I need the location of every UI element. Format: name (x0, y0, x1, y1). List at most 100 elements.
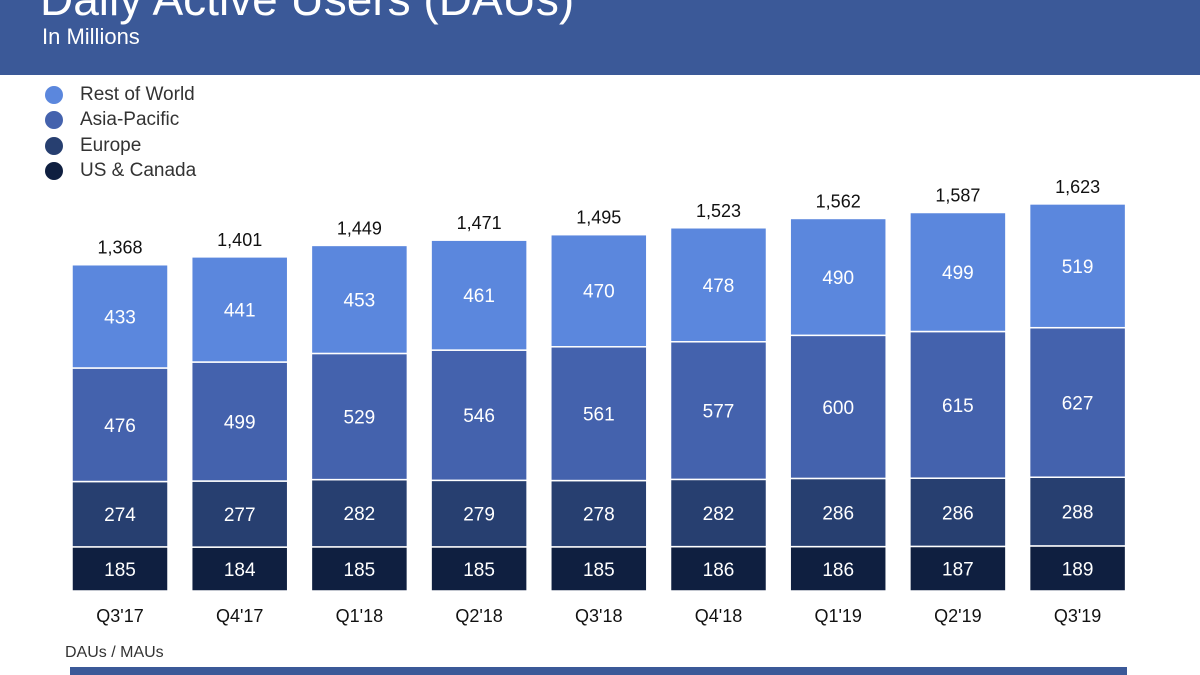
data-label-us-canada-q1-18: 185 (344, 560, 376, 581)
data-label-us-canada-q2-19: 187 (942, 560, 974, 581)
data-label-us-canada-q2-18: 185 (463, 560, 495, 581)
bar-segment-us-canada-q1-18 (310, 546, 409, 592)
total-label-q3-18: 1,495 (576, 208, 621, 228)
chart-legend: Rest of World Asia-Pacific Europe US & C… (45, 82, 196, 184)
bar-segment-europe-q1-19 (789, 477, 887, 548)
data-label-us-canada-q3-19: 189 (1062, 559, 1094, 580)
bar-segment-rest-of-world-q1-18 (310, 244, 409, 355)
data-label-rest-of-world-q1-18: 453 (344, 290, 376, 311)
legend-label-rest-of-world: Rest of World (80, 83, 195, 105)
bar-segment-europe-q2-18 (430, 479, 528, 548)
data-label-us-canada-q3-18: 185 (583, 560, 615, 581)
bar-segment-europe-q4-18 (669, 478, 768, 548)
stacked-bar-chart: 185 274 476 433 1,368 Q3'17 184 277 499 441 1,401 Q… (71, 177, 1127, 626)
bar-segment-us-canada-q4-18 (669, 545, 768, 592)
bar-segment-rest-of-world-q2-19 (909, 211, 1007, 333)
data-label-europe-q3-17: 274 (104, 505, 136, 526)
data-label-us-canada-q4-18: 186 (703, 560, 735, 581)
data-label-asia-pacific-q3-19: 627 (1062, 393, 1094, 414)
legend-label-us-canada: US & Canada (80, 160, 197, 182)
legend-swatch-rest-of-world (45, 85, 63, 104)
legend-swatch-asia-pacific (45, 111, 63, 130)
x-tick-label-q3-17: Q3'17 (96, 606, 143, 626)
data-label-rest-of-world-q3-19: 519 (1062, 257, 1094, 278)
data-label-asia-pacific-q4-17: 499 (224, 413, 256, 434)
data-label-europe-q3-18: 278 (583, 505, 615, 526)
bar-segment-rest-of-world-q3-17 (71, 263, 169, 369)
x-tick-label-q2-19: Q2'19 (934, 606, 981, 626)
legend-swatch-us-canada (45, 162, 63, 181)
bar-segment-us-canada-q3-18 (550, 546, 648, 592)
bar-segment-asia-pacific-q4-17 (190, 361, 289, 482)
data-label-rest-of-world-q2-18: 461 (463, 286, 495, 307)
legend-item-us-canada: US & Canada (45, 159, 196, 185)
data-label-us-canada-q3-17: 185 (104, 560, 136, 581)
data-label-europe-q2-19: 286 (942, 503, 974, 524)
page-title: Daily Active Users (DAUs) (40, 0, 574, 22)
bar-segment-europe-q3-18 (550, 479, 648, 548)
data-label-asia-pacific-q1-18: 529 (344, 408, 376, 429)
total-label-q4-17: 1,401 (217, 230, 262, 250)
bar-segment-rest-of-world-q4-17 (190, 256, 289, 363)
data-label-asia-pacific-q3-17: 476 (104, 416, 136, 437)
bar-segment-asia-pacific-q2-19 (909, 330, 1007, 479)
x-tick-label-q2-18: Q2'18 (455, 606, 502, 626)
data-label-europe-q4-18: 282 (703, 504, 735, 525)
bar-segment-asia-pacific-q3-18 (550, 346, 648, 482)
x-tick-label-q4-17: Q4'17 (216, 606, 263, 626)
data-label-asia-pacific-q3-18: 561 (583, 405, 615, 426)
bar-segment-europe-q1-18 (310, 478, 409, 548)
bar-segment-us-canada-q2-18 (430, 546, 528, 592)
bar-segment-rest-of-world-q3-18 (550, 233, 648, 348)
x-tick-label-q3-18: Q3'18 (575, 606, 622, 626)
x-tick-label-q1-19: Q1'19 (814, 606, 861, 626)
data-label-asia-pacific-q4-18: 577 (703, 402, 735, 423)
legend-label-asia-pacific: Asia-Pacific (80, 109, 180, 131)
data-label-europe-q3-19: 288 (1062, 503, 1094, 524)
data-label-asia-pacific-q2-19: 615 (942, 396, 974, 417)
bar-segment-europe-q2-19 (909, 477, 1007, 548)
bar-segment-asia-pacific-q3-17 (71, 367, 169, 483)
legend-item-rest-of-world: Rest of World (45, 82, 196, 108)
bar-segment-asia-pacific-q4-18 (669, 341, 768, 481)
legend-item-europe: Europe (45, 133, 196, 159)
bar-segment-us-canada-q2-19 (909, 545, 1007, 592)
bar-segment-us-canada-q1-19 (789, 545, 887, 592)
data-label-europe-q4-17: 277 (224, 505, 256, 526)
data-label-europe-q2-18: 279 (463, 505, 495, 526)
page-subtitle: In Millions (42, 24, 140, 49)
legend-item-asia-pacific: Asia-Pacific (45, 108, 196, 134)
x-tick-label-q3-19: Q3'19 (1054, 606, 1101, 626)
data-label-rest-of-world-q2-19: 499 (942, 263, 974, 284)
total-label-q1-18: 1,449 (337, 218, 382, 238)
bar-segment-us-canada-q3-19 (1028, 545, 1127, 592)
bar-segment-rest-of-world-q3-19 (1028, 203, 1127, 329)
total-label-q2-19: 1,587 (935, 186, 980, 206)
bar-segment-asia-pacific-q1-18 (310, 352, 409, 481)
total-label-q4-18: 1,523 (696, 201, 741, 221)
header-banner: Daily Active Users (DAUs) In Millions (0, 0, 1200, 75)
data-label-us-canada-q4-17: 184 (224, 560, 256, 581)
data-label-rest-of-world-q3-18: 470 (583, 282, 615, 303)
bar-segment-rest-of-world-q2-18 (430, 239, 528, 351)
data-label-europe-q1-19: 286 (822, 504, 854, 525)
total-label-q3-19: 1,623 (1055, 177, 1100, 197)
data-label-asia-pacific-q1-19: 600 (822, 398, 854, 419)
dau-mau-table-header-bar (70, 667, 1127, 675)
legend-label-europe: Europe (80, 134, 142, 156)
data-label-rest-of-world-q4-18: 478 (703, 276, 735, 297)
x-tick-label-q1-18: Q1'18 (336, 606, 383, 626)
bar-segment-europe-q3-17 (71, 480, 169, 548)
total-label-q1-19: 1,562 (816, 191, 861, 211)
total-label-q2-18: 1,471 (457, 213, 502, 233)
bar-segment-us-canada-q3-17 (71, 546, 169, 592)
bar-segment-rest-of-world-q1-19 (789, 217, 887, 337)
total-label-q3-17: 1,368 (97, 238, 142, 258)
data-label-europe-q1-18: 282 (344, 504, 376, 525)
dau-mau-label: DAUs / MAUs (65, 644, 164, 661)
data-label-rest-of-world-q1-19: 490 (822, 268, 854, 289)
x-tick-label-q4-18: Q4'18 (695, 606, 742, 626)
data-label-asia-pacific-q2-18: 546 (463, 406, 495, 427)
bar-segment-europe-q3-19 (1028, 476, 1127, 547)
bar-segment-asia-pacific-q1-19 (789, 334, 887, 480)
